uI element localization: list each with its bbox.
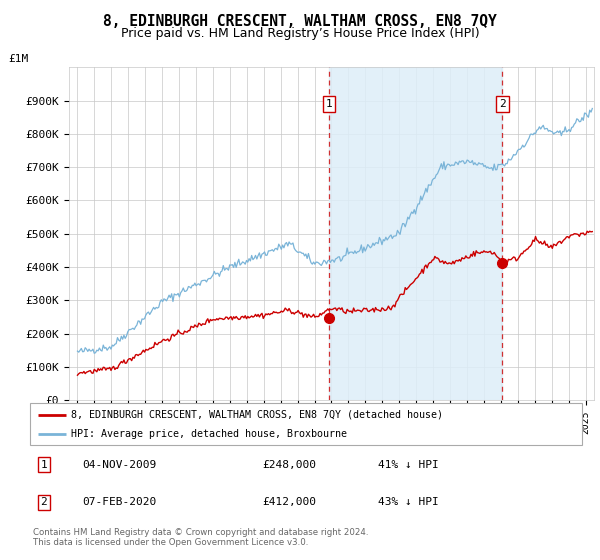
Text: 8, EDINBURGH CRESCENT, WALTHAM CROSS, EN8 7QY: 8, EDINBURGH CRESCENT, WALTHAM CROSS, EN… xyxy=(103,14,497,29)
Text: 04-NOV-2009: 04-NOV-2009 xyxy=(82,460,157,470)
Text: £412,000: £412,000 xyxy=(262,497,316,507)
Text: 43% ↓ HPI: 43% ↓ HPI xyxy=(378,497,439,507)
Text: 2: 2 xyxy=(499,99,506,109)
Text: Price paid vs. HM Land Registry’s House Price Index (HPI): Price paid vs. HM Land Registry’s House … xyxy=(121,27,479,40)
Text: 41% ↓ HPI: 41% ↓ HPI xyxy=(378,460,439,470)
Text: £1M: £1M xyxy=(8,54,29,64)
Text: 8, EDINBURGH CRESCENT, WALTHAM CROSS, EN8 7QY (detached house): 8, EDINBURGH CRESCENT, WALTHAM CROSS, EN… xyxy=(71,410,443,420)
Bar xyxy=(329,67,502,400)
Text: 1: 1 xyxy=(325,99,332,109)
Text: £248,000: £248,000 xyxy=(262,460,316,470)
Text: Contains HM Land Registry data © Crown copyright and database right 2024.
This d: Contains HM Land Registry data © Crown c… xyxy=(33,528,368,547)
Text: 1: 1 xyxy=(40,460,47,470)
Text: 2: 2 xyxy=(40,497,47,507)
Text: 07-FEB-2020: 07-FEB-2020 xyxy=(82,497,157,507)
Text: HPI: Average price, detached house, Broxbourne: HPI: Average price, detached house, Brox… xyxy=(71,430,347,439)
